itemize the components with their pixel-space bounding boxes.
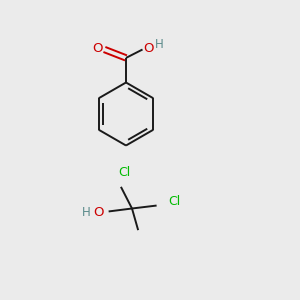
Text: H: H [82,206,90,220]
Text: O: O [143,42,154,56]
Text: Cl: Cl [168,195,180,208]
Text: O: O [92,42,103,55]
Text: H: H [154,38,164,51]
Text: Cl: Cl [118,166,130,179]
Text: O: O [93,206,104,220]
